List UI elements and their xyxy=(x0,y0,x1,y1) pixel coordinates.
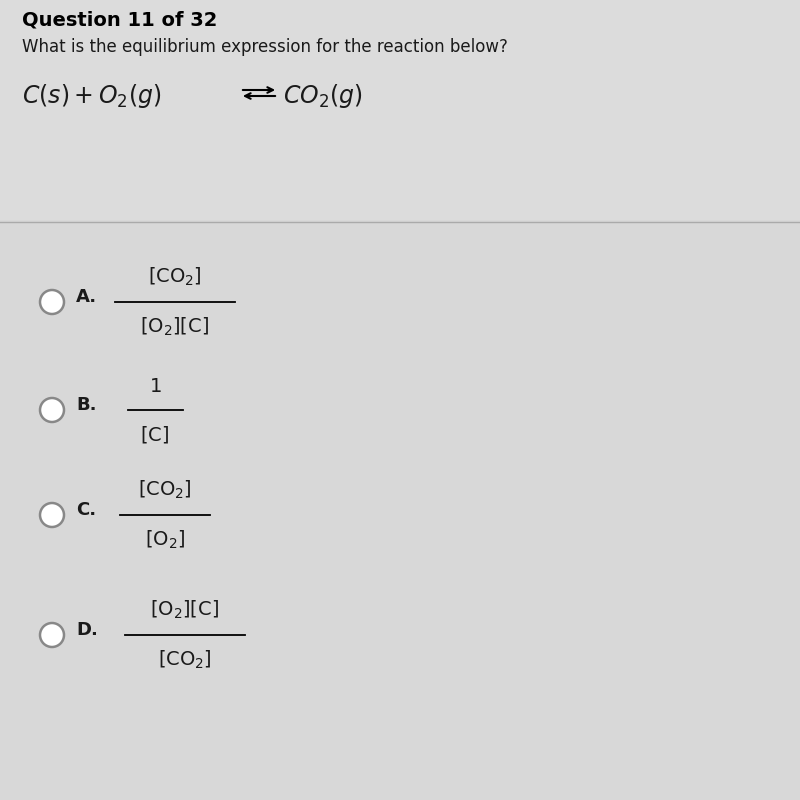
Text: $[\mathrm{O_2}][\mathrm{C}]$: $[\mathrm{O_2}][\mathrm{C}]$ xyxy=(141,316,210,338)
Text: What is the equilibrium expression for the reaction below?: What is the equilibrium expression for t… xyxy=(22,38,508,56)
Text: $[\mathrm{CO_2}]$: $[\mathrm{CO_2}]$ xyxy=(148,266,202,288)
Text: $[\mathrm{O_2}]$: $[\mathrm{O_2}]$ xyxy=(145,529,185,551)
Text: C.: C. xyxy=(76,501,96,519)
Text: $1$: $1$ xyxy=(149,377,162,396)
Circle shape xyxy=(40,503,64,527)
Text: $[\mathrm{O_2}][\mathrm{C}]$: $[\mathrm{O_2}][\mathrm{C}]$ xyxy=(150,598,219,621)
Text: $[\mathrm{CO_2}]$: $[\mathrm{CO_2}]$ xyxy=(138,478,192,501)
Circle shape xyxy=(40,290,64,314)
Text: A.: A. xyxy=(76,288,97,306)
Text: $[\mathrm{CO_2}]$: $[\mathrm{CO_2}]$ xyxy=(158,649,212,671)
Text: $\it{C(s) + O_2(g)}$: $\it{C(s) + O_2(g)}$ xyxy=(22,82,162,110)
Text: D.: D. xyxy=(76,621,98,639)
Text: $\it{CO_2(g)}$: $\it{CO_2(g)}$ xyxy=(283,82,362,110)
Circle shape xyxy=(40,398,64,422)
Text: Question 11 of 32: Question 11 of 32 xyxy=(22,10,218,29)
Circle shape xyxy=(40,623,64,647)
Text: B.: B. xyxy=(76,396,97,414)
Text: $[\mathrm{C}]$: $[\mathrm{C}]$ xyxy=(141,424,170,445)
Bar xyxy=(0,0,800,220)
